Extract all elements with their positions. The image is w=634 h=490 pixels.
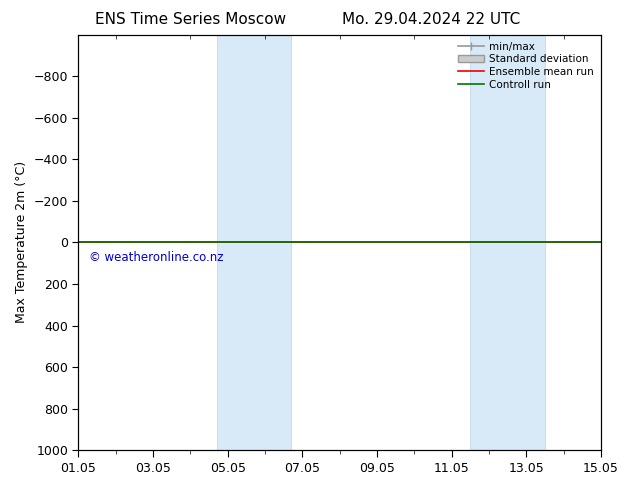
Text: © weatheronline.co.nz: © weatheronline.co.nz: [89, 251, 223, 264]
Legend: min/max, Standard deviation, Ensemble mean run, Controll run: min/max, Standard deviation, Ensemble me…: [456, 40, 596, 92]
Y-axis label: Max Temperature 2m (°C): Max Temperature 2m (°C): [15, 161, 28, 323]
Bar: [217, 35, 291, 450]
Text: ENS Time Series Moscow: ENS Time Series Moscow: [94, 12, 286, 27]
Bar: [470, 35, 545, 450]
Text: Mo. 29.04.2024 22 UTC: Mo. 29.04.2024 22 UTC: [342, 12, 521, 27]
